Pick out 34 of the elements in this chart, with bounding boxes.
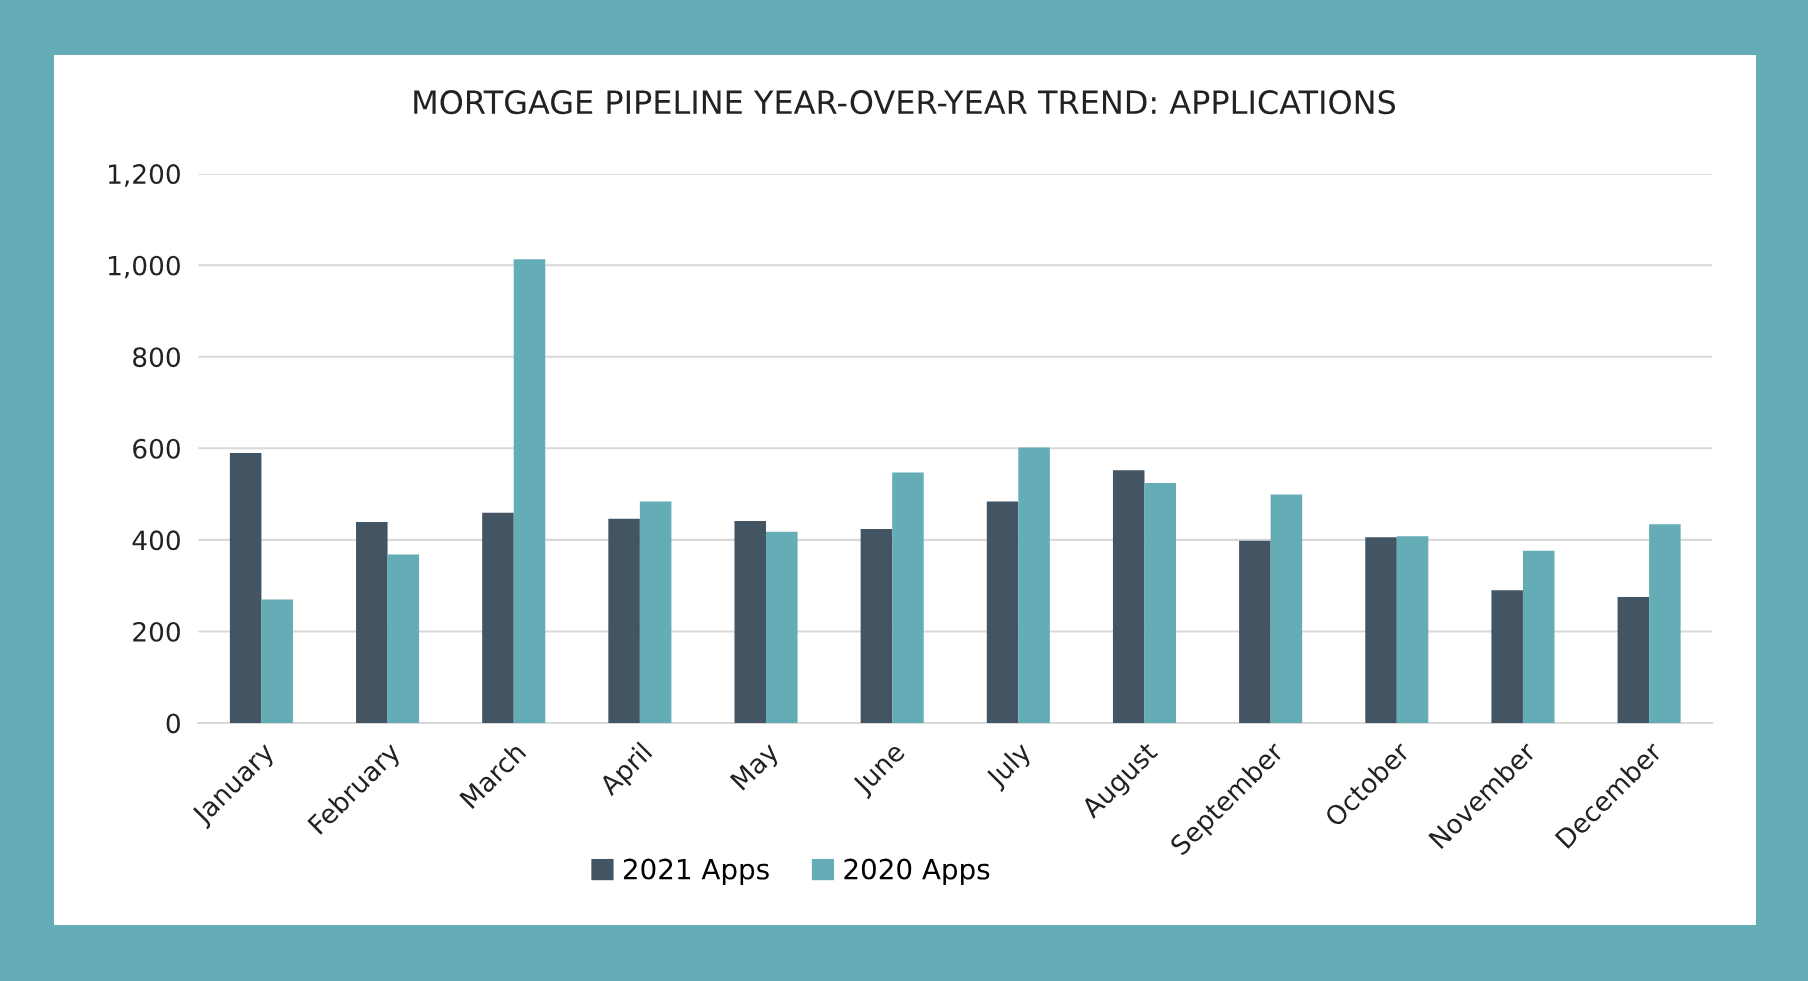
bar <box>1522 550 1555 723</box>
bar <box>860 528 893 723</box>
y-tick-label: 1,000 <box>109 255 180 279</box>
bar <box>639 501 672 723</box>
bar <box>608 518 640 723</box>
bar <box>513 259 546 723</box>
y-tick-label: 600 <box>133 438 180 459</box>
bar <box>356 522 388 723</box>
bar <box>387 554 420 723</box>
bar <box>1270 494 1303 723</box>
bar <box>229 452 262 723</box>
y-tick-label: 1,200 <box>109 164 180 187</box>
legend-label: 2020 Apps <box>844 858 990 885</box>
bar <box>766 531 798 723</box>
bar <box>1617 597 1650 723</box>
bar <box>1396 536 1429 723</box>
bar <box>261 599 293 723</box>
bar <box>986 501 1019 723</box>
y-tick-label: 800 <box>133 347 180 368</box>
bar <box>482 512 514 723</box>
y-tick-label: 200 <box>133 621 180 642</box>
y-tick-label: 0 <box>166 713 180 734</box>
legend-label: 2021 Apps <box>623 858 769 885</box>
bar <box>1018 447 1050 723</box>
bar <box>1144 483 1177 723</box>
bar <box>1365 537 1397 723</box>
chart-title: MORTGAGE PIPELINE YEAR-OVER-YEAR TREND: APPLICATIONS <box>414 90 1396 115</box>
y-tick-label: 400 <box>132 530 180 551</box>
bar <box>1491 590 1523 723</box>
bar <box>1112 470 1145 723</box>
bar <box>1239 540 1271 723</box>
bar <box>1649 524 1681 723</box>
bar <box>734 521 767 723</box>
bar <box>892 472 924 723</box>
